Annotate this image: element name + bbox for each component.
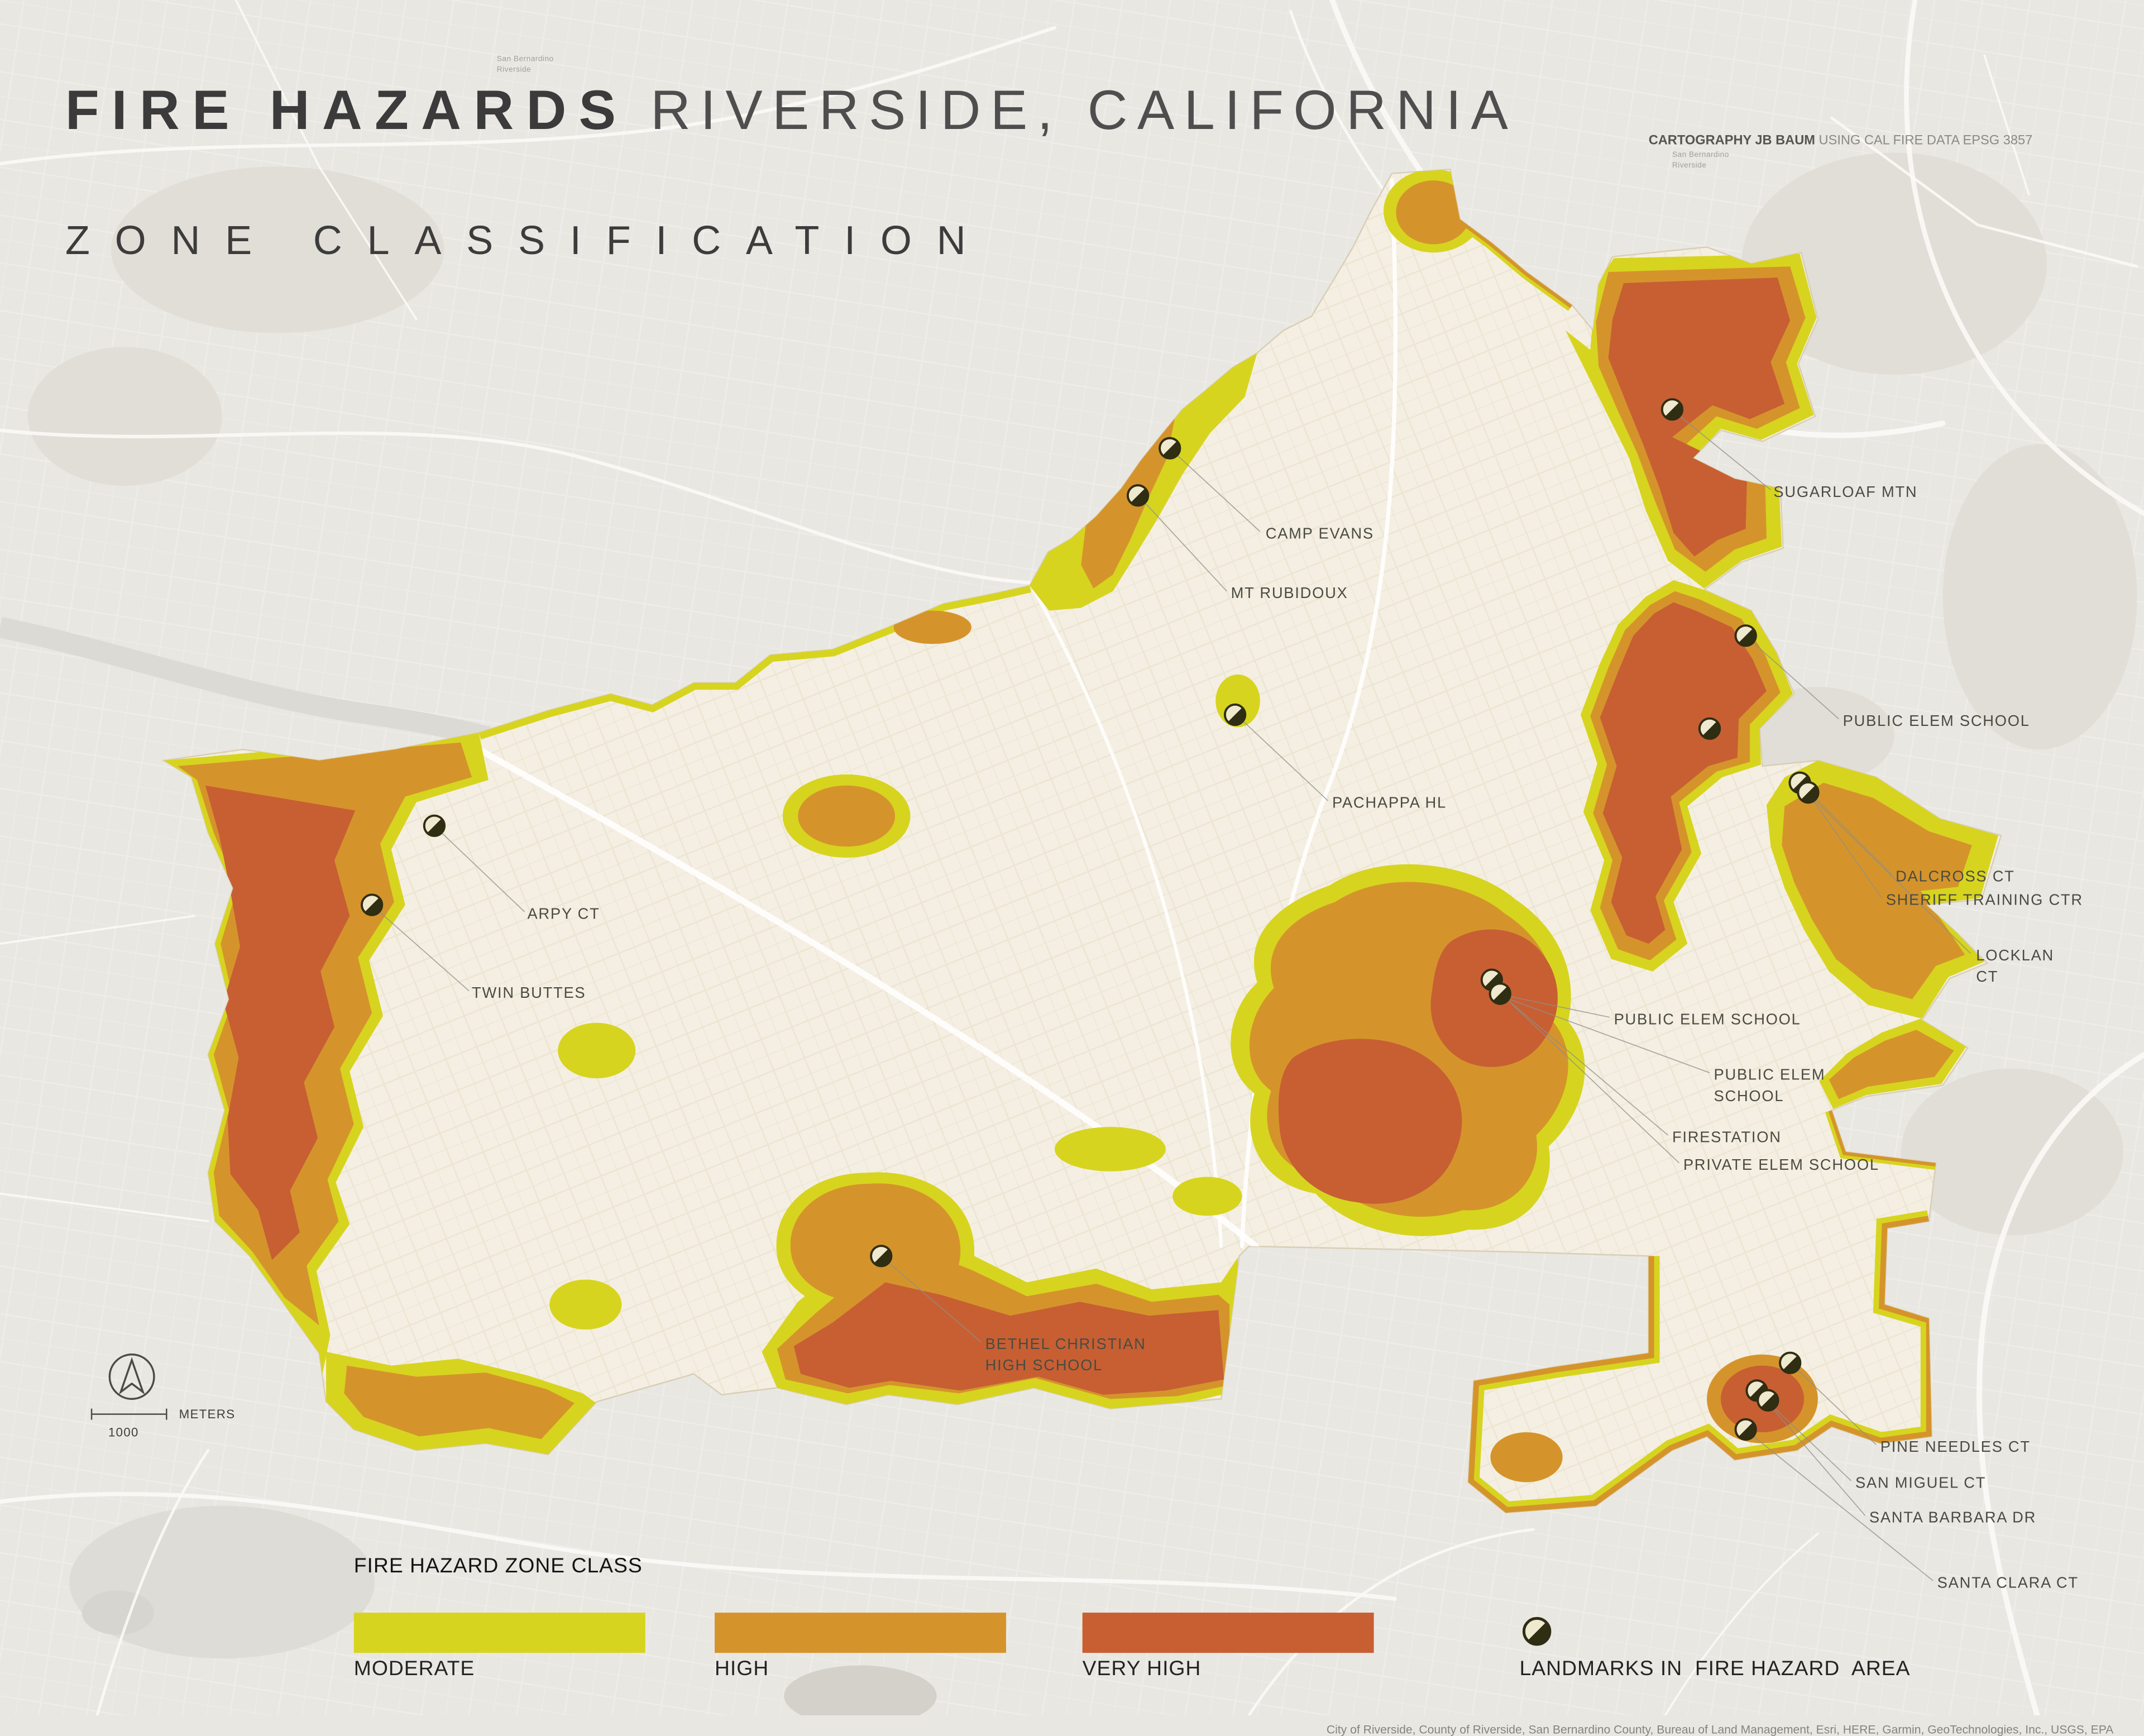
leader-line: [1792, 1365, 1877, 1445]
landmark-legend-icon: [1521, 1615, 1553, 1647]
map-label: PUBLIC ELEM SCHOOL: [1614, 1010, 1801, 1027]
leader-line: [1759, 1393, 1866, 1516]
map-label: PUBLIC ELEM SCHOOL: [1843, 712, 2030, 729]
map-label: FIRESTATION: [1672, 1128, 1782, 1146]
legend-label-moderate: MODERATE: [353, 1657, 475, 1681]
map-label: TWIN BUTTES: [472, 984, 586, 1001]
terrain-shading: [27, 152, 2137, 1716]
map-label: PUBLIC ELEM SCHOOL: [1714, 1066, 1826, 1104]
legend-swatch-moderate: [353, 1613, 645, 1653]
leader-line: [1809, 795, 1882, 898]
map-label: PINE NEEDLES CT: [1880, 1438, 2031, 1455]
map-labels: CAMP EVANS MT RUBIDOUX SUGARLOAF MTN PUBLIC…: [472, 483, 2083, 1591]
map-label: SUGARLOAF MTN: [1773, 483, 1917, 500]
legend-swatch-high: [715, 1613, 1006, 1653]
leader-line: [1769, 1403, 1852, 1481]
data-credits: City of Riverside, County of Riverside, …: [1326, 1722, 2114, 1736]
map-label: SANTA BARBARA DR: [1869, 1509, 2036, 1526]
map-label: DALCROSS CT: [1896, 867, 2015, 884]
cartography-attribution: CARTOGRAPHY JB BAUM USING CAL FIRE DATA …: [1648, 133, 2033, 149]
leader-line: [1505, 997, 1710, 1074]
background-label: San Bernardino Riverside: [497, 54, 554, 73]
zone-very-high: [205, 278, 1805, 1432]
page-subtitle: ZONE CLASSIFICATION: [65, 219, 991, 264]
legend-swatch-very-high: [1082, 1613, 1374, 1653]
page-title: FIRE HAZARDS RIVERSIDE, CALIFORNIA: [65, 83, 1518, 138]
map-label: LOCKLAN CT: [1976, 946, 2054, 985]
fire-hazard-zones: [164, 169, 1999, 1513]
page-title-bold: FIRE HAZARDS: [65, 80, 629, 142]
page-title-light: RIVERSIDE, CALIFORNIA: [650, 80, 1518, 142]
map-label: ARPY CT: [527, 905, 600, 922]
map-label: SANTA CLARA CT: [1937, 1574, 2079, 1591]
background-label: San Bernardino Riverside: [1672, 150, 1729, 169]
map-label: PRIVATE ELEM SCHOOL: [1683, 1156, 1879, 1173]
legend-label-landmarks: LANDMARKS IN FIRE HAZARD AREA: [1519, 1657, 1911, 1681]
map-label: SHERIFF TRAINING CTR: [1886, 891, 2083, 908]
map-label: MT RUBIDOUX: [1231, 584, 1348, 601]
leader-line: [1140, 498, 1227, 592]
river: [0, 617, 491, 747]
legend-label-high: HIGH: [715, 1657, 769, 1681]
leader-line: [1748, 638, 1839, 720]
background-labels: San Bernardino Riverside San Bernardino Riv…: [497, 54, 1729, 169]
map-label: CAMP EVANS: [1266, 524, 1374, 542]
leader-line: [1813, 798, 1971, 954]
leader-line: [1802, 785, 1892, 875]
leader-line: [1238, 717, 1329, 801]
legend-title: FIRE HAZARD ZONE CLASS: [353, 1554, 643, 1578]
legend-label-very-high: VERY HIGH: [1082, 1657, 1202, 1681]
scale-unit: METERS: [179, 1407, 236, 1421]
leader-line: [1674, 412, 1771, 491]
north-arrow-icon: [108, 1354, 155, 1400]
map-label: BETHEL CHRISTIAN HIGH SCHOOL: [985, 1335, 1146, 1374]
leader-line: [1748, 1432, 1934, 1581]
leader-line: [374, 907, 470, 992]
leader-line: [437, 828, 525, 912]
leader-line: [1172, 451, 1261, 532]
map-label: SAN MIGUEL CT: [1855, 1474, 1986, 1491]
scale-distance: 1000: [108, 1425, 139, 1439]
leader-line: [1508, 1000, 1669, 1136]
leader-line: [1511, 1003, 1679, 1164]
leader-line: [883, 1258, 982, 1343]
scale-bar: 1000 METERS: [90, 1407, 236, 1439]
leader-lines: [374, 412, 1971, 1581]
leader-line: [1502, 994, 1610, 1018]
map-label: PACHAPPA HL: [1332, 794, 1447, 811]
